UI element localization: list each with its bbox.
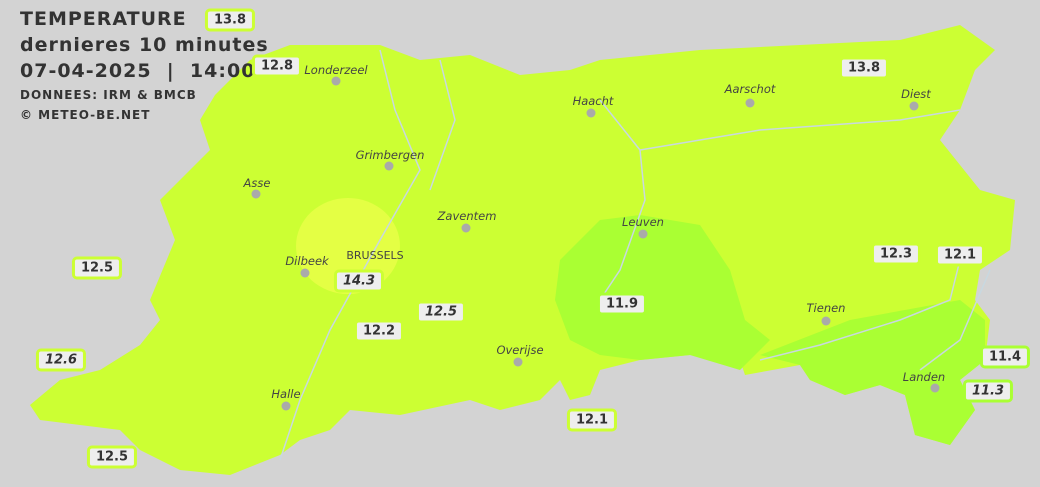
city-dot — [930, 383, 940, 393]
city-label: Aarschot — [724, 82, 776, 96]
city-dot — [331, 76, 341, 86]
city-dot — [909, 101, 919, 111]
station-value[interactable]: 12.5 — [71, 256, 123, 280]
city-label: Tienen — [806, 301, 846, 315]
station-value[interactable]: 12.6 — [35, 348, 87, 372]
region-zone-11-leuven — [555, 215, 770, 370]
city-label: Londerzeel — [304, 63, 368, 77]
map-title: TEMPERATURE — [20, 8, 187, 30]
river-line — [279, 49, 421, 461]
city-dot — [745, 98, 755, 108]
station-value[interactable]: 12.1 — [566, 408, 618, 432]
station-value[interactable]: 12.5 — [415, 300, 467, 324]
city-label: Haacht — [572, 94, 614, 108]
station-value[interactable]: 11.3 — [962, 379, 1014, 403]
station-value[interactable]: 12.8 — [251, 54, 303, 78]
city-label: Landen — [902, 370, 946, 384]
city-dot — [384, 161, 394, 171]
station-value[interactable]: 12.3 — [870, 242, 922, 266]
city-dot — [300, 268, 310, 278]
city-label: Asse — [243, 176, 271, 190]
city-dot — [251, 189, 261, 199]
data-source: DONNEES: IRM & BMCB — [20, 88, 197, 102]
city-label: Dilbeek — [285, 254, 329, 268]
river-line — [429, 59, 991, 371]
city-label: Leuven — [622, 215, 664, 229]
station-value[interactable]: 13.8 — [204, 8, 256, 32]
city-dot — [281, 401, 291, 411]
map-datetime: 07-04-2025 | 14:00 — [20, 60, 256, 82]
city-dot — [461, 223, 471, 233]
copyright: © METEO-BE.NET — [20, 108, 151, 122]
city-dot — [586, 108, 596, 118]
station-value[interactable]: 12.2 — [353, 319, 405, 343]
city-label: Overijse — [496, 343, 544, 357]
city-dot — [513, 357, 523, 367]
region-zone-11-landen — [760, 300, 985, 445]
station-value[interactable]: 14.3 — [333, 269, 385, 293]
city-label: Halle — [271, 387, 301, 401]
station-value[interactable]: 12.5 — [86, 445, 138, 469]
station-value[interactable]: 13.8 — [838, 56, 890, 80]
city-label: Zaventem — [437, 209, 497, 223]
city-dot — [638, 229, 648, 239]
region-zone-12 — [30, 25, 1015, 475]
city-dot — [821, 316, 831, 326]
city-label: Diest — [901, 87, 931, 101]
capital-label: BRUSSELS — [346, 249, 404, 262]
station-value[interactable]: 11.4 — [979, 345, 1031, 369]
station-value[interactable]: 11.9 — [596, 292, 648, 316]
station-value[interactable]: 12.1 — [934, 243, 986, 267]
city-label: Grimbergen — [355, 148, 425, 162]
map-subtitle: dernieres 10 minutes — [20, 34, 269, 56]
